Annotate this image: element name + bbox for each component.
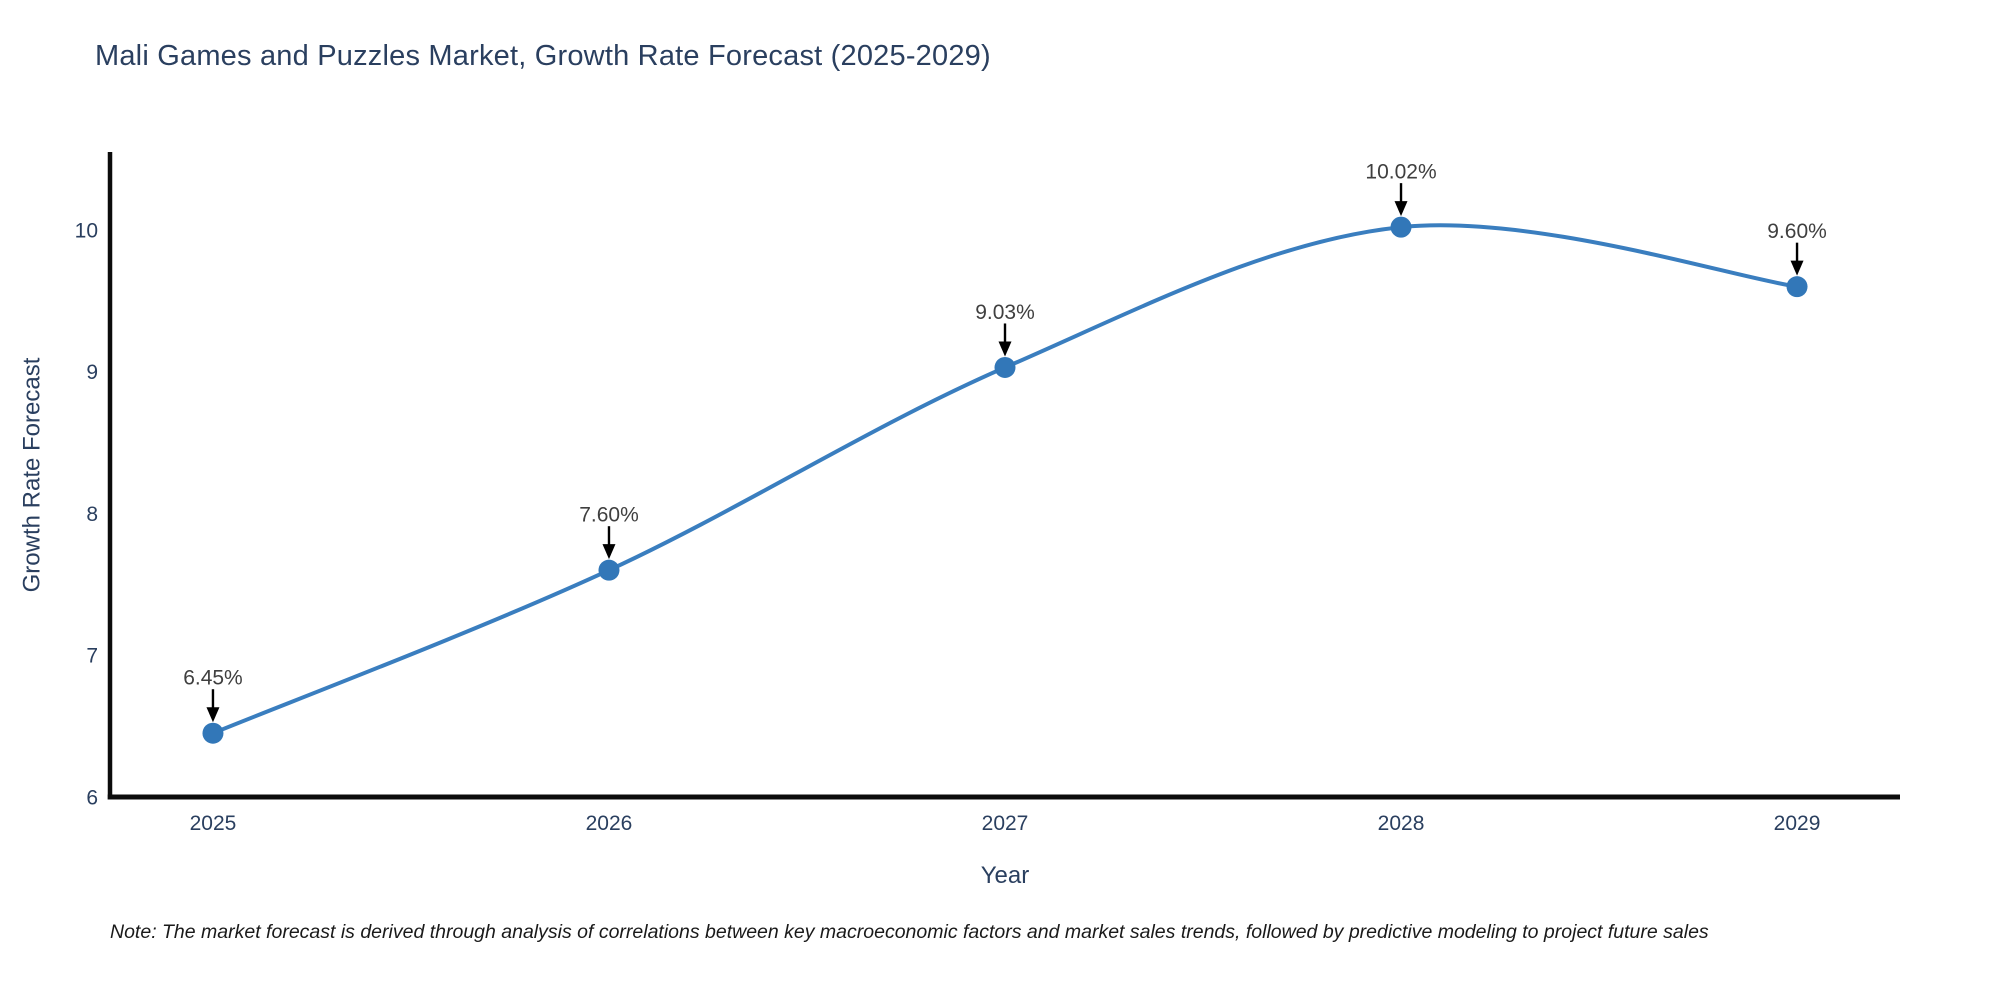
y-axis-title: Growth Rate Forecast — [18, 357, 45, 592]
data-point-label: 6.45% — [183, 667, 243, 690]
annotation-arrowhead — [1790, 260, 1804, 276]
chart-title: Mali Games and Puzzles Market, Growth Ra… — [95, 40, 991, 72]
footnote: Note: The market forecast is derived thr… — [110, 921, 1709, 943]
x-tick-label: 2029 — [1774, 812, 1821, 835]
y-tick-label: 6 — [86, 787, 98, 810]
y-tick-label: 9 — [86, 361, 98, 384]
data-point — [598, 559, 620, 581]
x-tick-label: 2026 — [586, 812, 633, 835]
data-point — [1390, 216, 1412, 238]
x-axis-title: Year — [980, 862, 1030, 889]
data-point-label: 10.02% — [1365, 161, 1436, 184]
annotation-arrowhead — [602, 544, 616, 560]
data-point — [202, 722, 224, 744]
y-tick-label: 10 — [75, 219, 98, 242]
y-tick-label: 8 — [86, 503, 98, 526]
data-point — [994, 356, 1016, 378]
x-tick-label: 2027 — [982, 812, 1029, 835]
data-point-label: 7.60% — [579, 504, 639, 527]
annotation-arrowhead — [1394, 201, 1408, 217]
annotation-arrowhead — [206, 707, 220, 723]
annotation-arrowhead — [998, 341, 1012, 357]
x-tick-label: 2028 — [1378, 812, 1425, 835]
data-point-label: 9.03% — [975, 301, 1035, 324]
x-tick-label: 2025 — [190, 812, 237, 835]
y-tick-label: 7 — [86, 645, 98, 668]
y-axis-title-box: Growth Rate Forecast — [0, 152, 64, 797]
data-point — [1786, 276, 1808, 298]
data-point-label: 9.60% — [1767, 220, 1827, 243]
